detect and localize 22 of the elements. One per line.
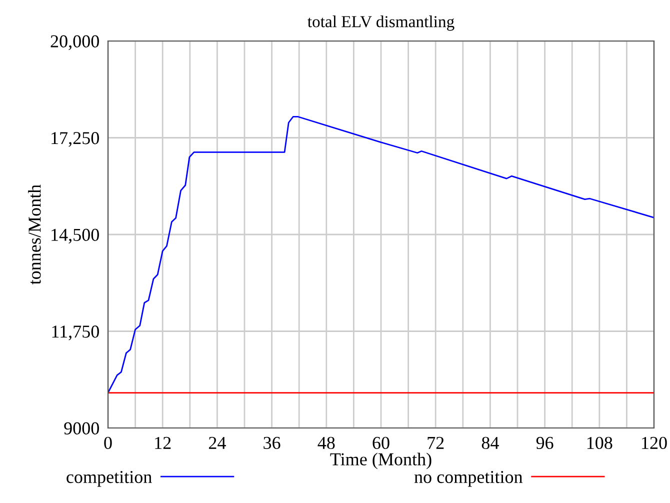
chart-title: total ELV dismantling: [308, 16, 454, 31]
y-tick-label: 17,250: [52, 132, 99, 147]
x-tick-label: 84: [482, 436, 499, 450]
x-tick-label: 108: [587, 436, 612, 450]
line-series: [108, 116, 654, 394]
y-tick-label: 9000: [64, 422, 99, 434]
x-tick-label: 120: [642, 436, 667, 450]
x-tick-label: 60: [372, 436, 390, 450]
x-tick-label: 72: [428, 436, 444, 449]
x-tick-label: 36: [264, 436, 280, 450]
y-tick-label: 20,000: [50, 35, 99, 50]
y-axis-title: tonnes/Month: [28, 184, 41, 284]
x-tick-label: 0: [104, 436, 112, 450]
x-tick-label: 24: [208, 436, 226, 449]
x-tick-label: 48: [318, 436, 335, 450]
x-tick-label: 12: [155, 436, 171, 449]
x-axis-title: Time (Month): [330, 452, 432, 470]
legend-label: no competition: [414, 470, 523, 487]
legend-label: competition: [66, 470, 152, 487]
y-tick-label: 11,750: [52, 326, 99, 340]
x-tick-label: 96: [536, 436, 554, 450]
y-tick-label: 14,500: [52, 228, 99, 244]
